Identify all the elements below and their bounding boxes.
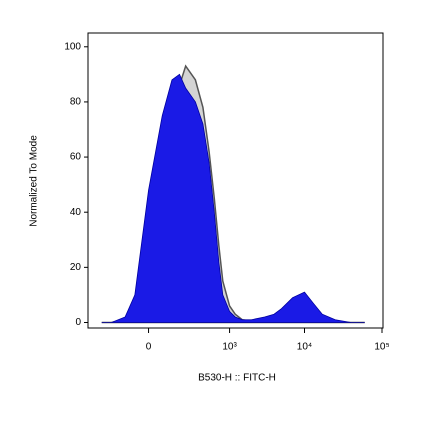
x-axis-label: B530-H :: FITC-H	[198, 373, 276, 384]
x-tick-label: 0	[146, 342, 152, 353]
y-tick-label: 80	[70, 97, 82, 108]
y-tick-label: 60	[70, 152, 82, 163]
plot-frame	[87, 32, 384, 329]
y-tick-label: 40	[70, 207, 82, 218]
histogram-area	[101, 73, 365, 323]
x-tick-label: 10³	[222, 342, 237, 353]
y-tick-label: 0	[75, 317, 81, 328]
y-tick-label: 100	[64, 41, 81, 52]
y-tick-label: 20	[70, 262, 82, 273]
y-axis-label: Normalized To Mode	[29, 135, 40, 227]
x-tick-label: 10⁵	[374, 342, 389, 353]
x-tick-label: 10⁴	[297, 342, 312, 353]
